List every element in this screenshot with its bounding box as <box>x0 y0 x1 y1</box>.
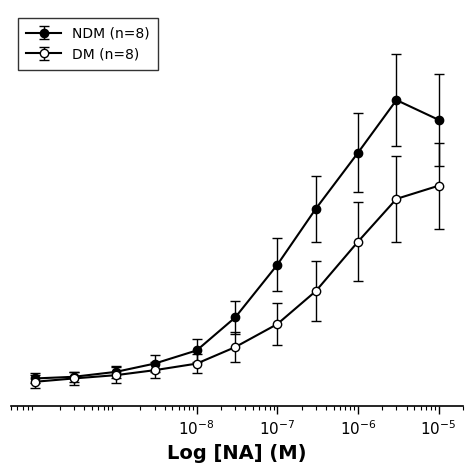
Legend: NDM (n=8), DM (n=8): NDM (n=8), DM (n=8) <box>18 18 158 70</box>
X-axis label: Log [NA] (M): Log [NA] (M) <box>167 444 307 463</box>
